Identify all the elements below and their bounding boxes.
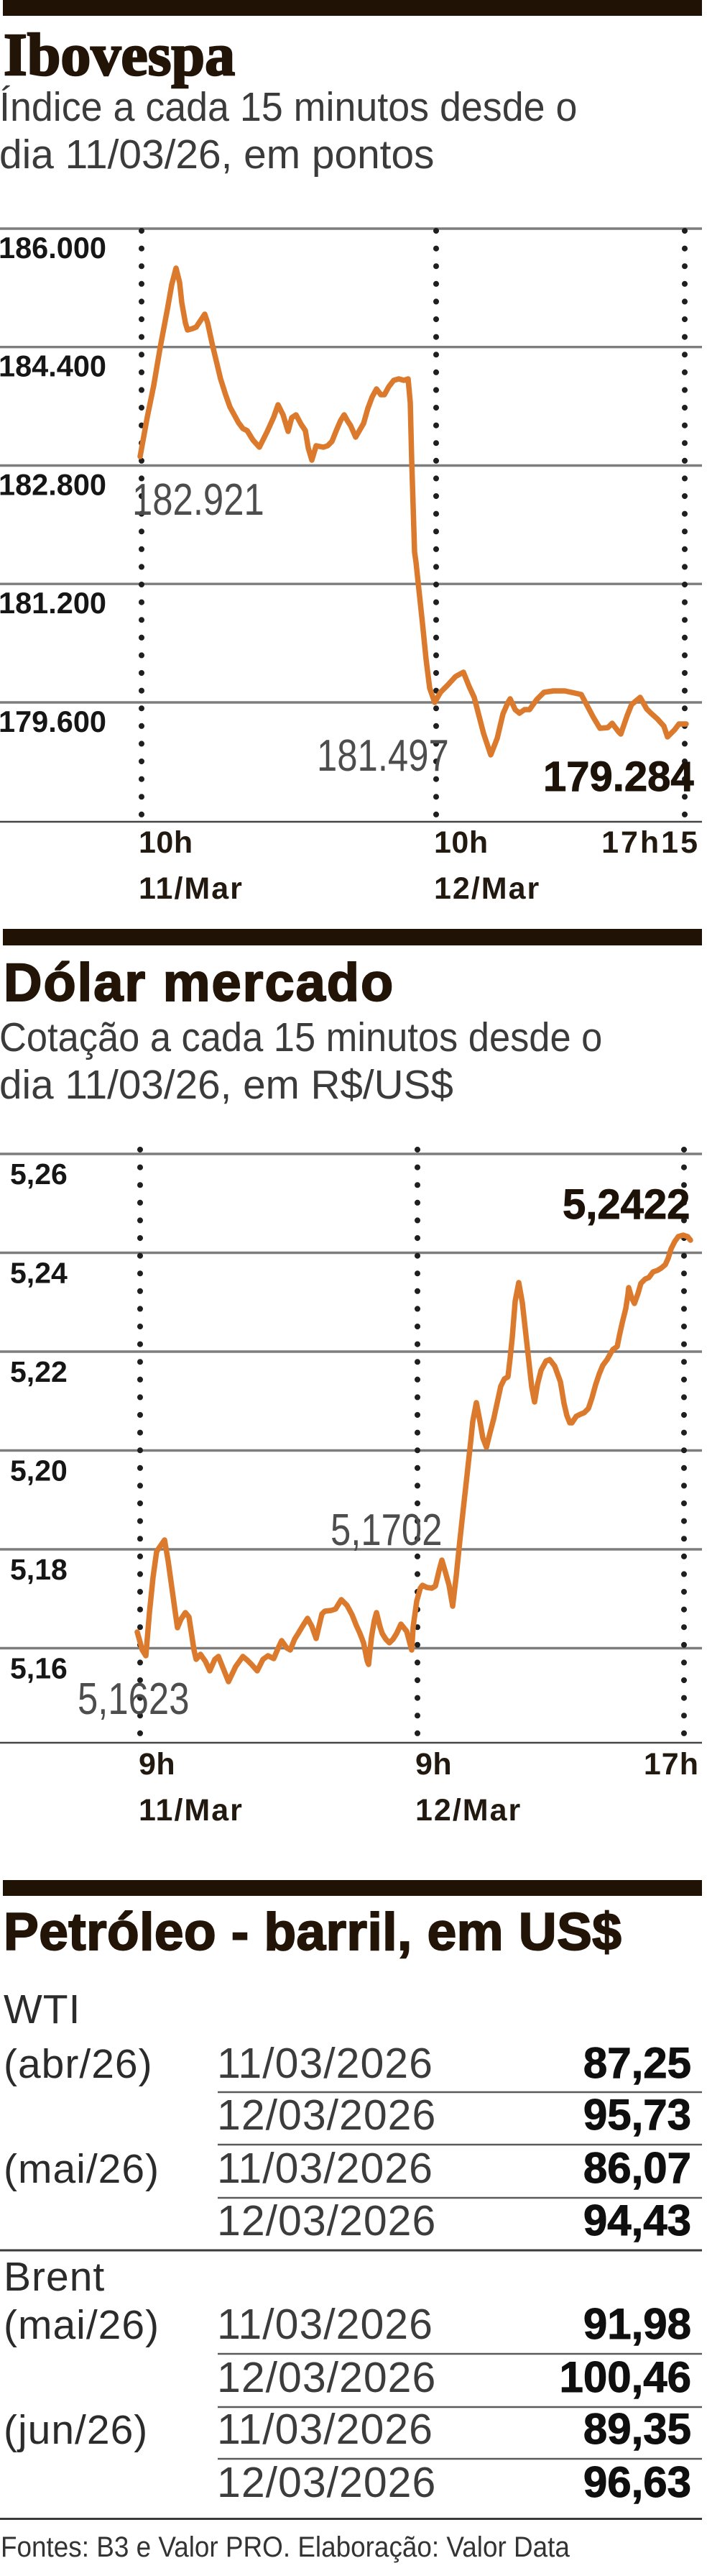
svg-text:Brent: Brent	[4, 2254, 105, 2300]
svg-text:5,1702: 5,1702	[331, 1505, 442, 1555]
svg-text:95,73: 95,73	[583, 2091, 691, 2139]
svg-text:5,2422: 5,2422	[563, 1181, 690, 1228]
svg-text:WTI: WTI	[4, 1986, 80, 2032]
svg-text:9h: 9h	[415, 1747, 452, 1782]
svg-text:5,24: 5,24	[10, 1257, 68, 1290]
svg-text:12/03/2026: 12/03/2026	[217, 2091, 436, 2139]
svg-text:17h15: 17h15	[601, 825, 700, 860]
svg-text:11/03/2026: 11/03/2026	[217, 2301, 433, 2348]
svg-text:89,35: 89,35	[583, 2405, 691, 2453]
svg-text:12/03/2026: 12/03/2026	[217, 2354, 436, 2401]
svg-text:181.200: 181.200	[0, 586, 106, 620]
svg-text:9h: 9h	[139, 1747, 175, 1782]
svg-text:(abr/26): (abr/26)	[4, 2041, 153, 2087]
svg-text:182.800: 182.800	[0, 468, 106, 502]
svg-text:12/Mar: 12/Mar	[434, 871, 540, 906]
svg-text:11/Mar: 11/Mar	[139, 1793, 244, 1828]
svg-text:Dólar mercado: Dólar mercado	[4, 953, 394, 1012]
svg-text:100,46: 100,46	[559, 2353, 691, 2401]
svg-text:12/03/2026: 12/03/2026	[217, 2459, 436, 2506]
svg-text:12/Mar: 12/Mar	[415, 1793, 522, 1828]
svg-text:179.600: 179.600	[0, 705, 106, 738]
svg-text:11/03/2026: 11/03/2026	[217, 2040, 433, 2087]
svg-text:94,43: 94,43	[583, 2196, 691, 2245]
svg-text:Ibovespa: Ibovespa	[4, 22, 235, 88]
svg-text:184.400: 184.400	[0, 349, 106, 383]
svg-text:5,22: 5,22	[10, 1355, 68, 1388]
svg-text:179.284: 179.284	[543, 753, 694, 800]
svg-text:5,20: 5,20	[10, 1454, 68, 1488]
svg-text:(mai/26): (mai/26)	[4, 2146, 160, 2192]
svg-text:86,07: 86,07	[583, 2144, 691, 2192]
svg-text:182.921: 182.921	[132, 475, 264, 525]
svg-text:Índice a cada 15 minutos desde: Índice a cada 15 minutos desde o	[0, 84, 577, 130]
svg-text:Cotação a cada 15 minutos desd: Cotação a cada 15 minutos desde o	[0, 1014, 602, 1060]
svg-text:11/Mar: 11/Mar	[139, 871, 244, 906]
svg-text:96,63: 96,63	[583, 2458, 691, 2506]
svg-text:12/03/2026: 12/03/2026	[217, 2197, 436, 2245]
svg-text:11/03/2026: 11/03/2026	[217, 2145, 433, 2192]
svg-text:(mai/26): (mai/26)	[4, 2302, 160, 2348]
svg-text:11/03/2026: 11/03/2026	[217, 2406, 433, 2453]
svg-text:5,26: 5,26	[10, 1158, 68, 1191]
svg-text:10h: 10h	[139, 825, 193, 860]
svg-text:Petróleo - barril, em US$: Petróleo - barril, em US$	[4, 1903, 621, 1961]
svg-text:5,18: 5,18	[10, 1553, 68, 1586]
svg-text:5,16: 5,16	[10, 1652, 68, 1685]
svg-text:Fontes: B3 e Valor PRO. Elabor: Fontes: B3 e Valor PRO. Elaboração: Valo…	[1, 2531, 570, 2564]
svg-text:91,98: 91,98	[583, 2300, 691, 2348]
svg-text:(jun/26): (jun/26)	[4, 2407, 148, 2453]
svg-text:186.000: 186.000	[0, 231, 106, 265]
svg-text:10h: 10h	[434, 825, 489, 860]
svg-text:5,1623: 5,1623	[78, 1674, 189, 1724]
svg-text:181.497: 181.497	[317, 731, 449, 781]
svg-text:dia 11/03/26, em R$/US$: dia 11/03/26, em R$/US$	[0, 1063, 453, 1108]
svg-text:87,25: 87,25	[583, 2039, 691, 2087]
svg-text:dia 11/03/26, em pontos: dia 11/03/26, em pontos	[0, 132, 434, 178]
svg-text:17h: 17h	[644, 1747, 699, 1782]
